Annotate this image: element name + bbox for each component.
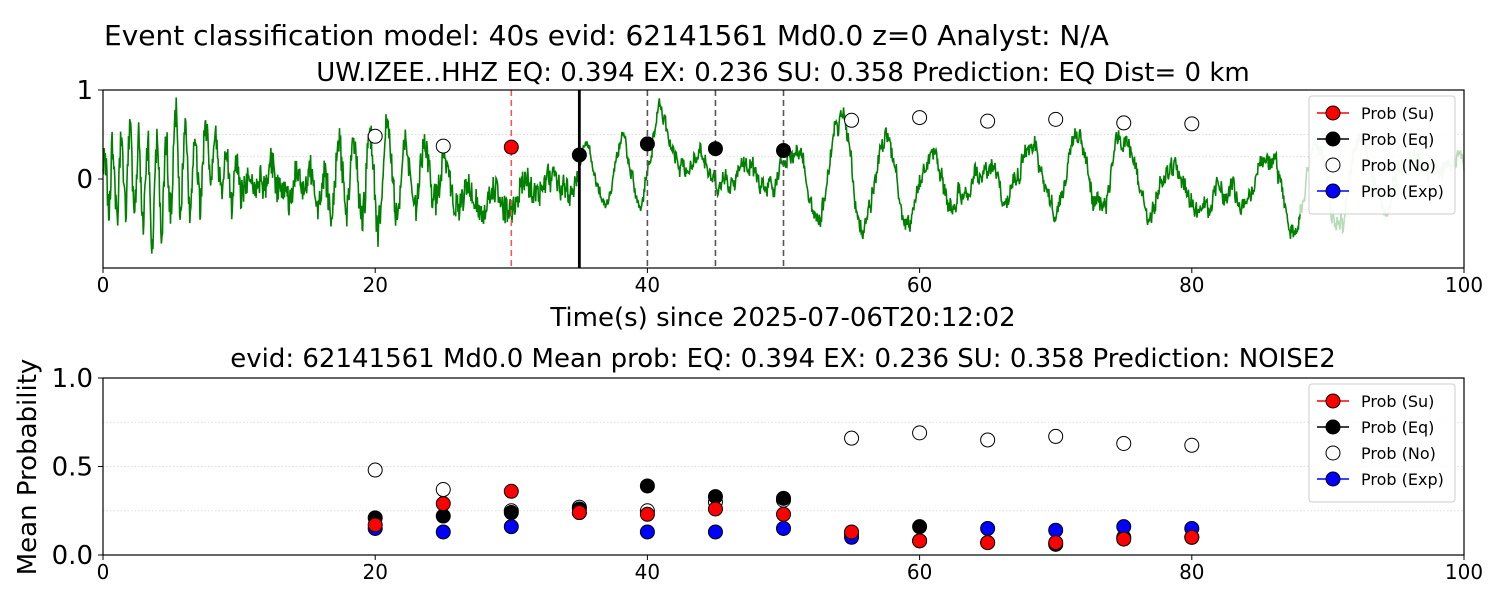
probability-point-exp — [776, 520, 791, 536]
probability-point-eq — [912, 519, 928, 535]
waveform-x-tick-label: 40 — [635, 273, 660, 297]
waveform-x-tick-label: 100 — [1445, 273, 1483, 297]
waveform-legend-marker-no — [1325, 157, 1341, 173]
probability-panel-title: evid: 62141561 Md0.0 Mean prob: EQ: 0.39… — [230, 344, 1336, 374]
waveform-y-ticks: 10 — [76, 76, 103, 195]
waveform-legend-label-no: Prob (No) — [1361, 156, 1436, 175]
probability-point-exp — [707, 524, 723, 540]
waveform-x-tick-label: 60 — [907, 273, 932, 297]
figure-suptitle: Event classification model: 40s evid: 62… — [104, 19, 1109, 52]
probability-point-exp — [980, 520, 996, 536]
probability-y-axis-label: Mean Probability — [13, 359, 43, 576]
probability-legend-marker-exp — [1325, 471, 1341, 487]
waveform-legend-label-exp: Prob (Exp) — [1361, 182, 1444, 201]
probability-point-exp — [435, 524, 451, 540]
waveform-y-tick-label: 1 — [76, 76, 93, 106]
probability-point-su — [639, 506, 655, 522]
waveform-point-no — [367, 128, 383, 144]
probability-point-eq — [639, 478, 655, 494]
probability-point-su — [844, 524, 860, 540]
probability-point-su — [1116, 531, 1132, 547]
probability-x-tick-label: 20 — [362, 560, 387, 584]
waveform-point-eq — [571, 147, 587, 163]
probability-legend-label-eq: Prob (Eq) — [1361, 418, 1434, 437]
probability-x-tick-label: 0 — [97, 560, 110, 584]
probability-x-tick-label: 80 — [1179, 560, 1204, 584]
waveform-legend-label-eq: Prob (Eq) — [1361, 130, 1434, 149]
probability-point-eq — [503, 505, 519, 521]
probability-legend-marker-eq — [1325, 419, 1341, 435]
probability-point-no — [367, 462, 383, 478]
probability-panel: evid: 62141561 Md0.0 Mean prob: EQ: 0.39… — [13, 344, 1483, 584]
probability-point-su — [571, 505, 587, 521]
waveform-point-eq — [639, 136, 655, 152]
probability-y-ticks: 1.0 0.5 0.0 — [52, 364, 103, 571]
waveform-legend: Prob (Su) Prob (Eq) Prob (No) Prob (Exp) — [1308, 95, 1456, 215]
waveform-point-no — [1048, 111, 1064, 127]
window-marker-lines — [510, 90, 785, 268]
waveform-point-no — [844, 112, 860, 128]
probability-legend-marker-no — [1325, 445, 1341, 461]
waveform-legend-label-su: Prob (Su) — [1361, 104, 1434, 123]
waveform-point-no — [1184, 116, 1200, 132]
probability-legend-label-exp: Prob (Exp) — [1361, 470, 1444, 489]
waveform-x-tick-label: 0 — [97, 273, 110, 297]
probability-legend-box — [1308, 383, 1456, 503]
probability-point-no — [844, 430, 860, 446]
waveform-legend-marker-su — [1325, 105, 1341, 121]
probability-x-ticks: 0 20 40 60 80 100 — [97, 555, 1483, 584]
probability-points — [367, 425, 1200, 552]
waveform-y-tick-label: 0 — [76, 165, 93, 195]
waveform-x-tick-label: 20 — [362, 273, 387, 297]
probability-point-exp — [503, 519, 519, 535]
probability-y-tick-label: 1.0 — [52, 364, 93, 394]
waveform-plot-area — [103, 90, 1464, 268]
probability-legend-label-su: Prob (Su) — [1361, 392, 1434, 411]
probability-point-su — [776, 506, 791, 522]
waveform-x-axis-label: Time(s) since 2025-07-06T20:12:02 — [549, 303, 1015, 333]
probability-y-tick-label: 0.5 — [52, 453, 93, 483]
probability-point-su — [503, 483, 519, 499]
probability-y-tick-label: 0.0 — [52, 541, 93, 571]
probability-point-su — [1184, 529, 1200, 545]
probability-point-su — [367, 517, 383, 533]
probability-point-no — [980, 432, 996, 448]
waveform-point-eq — [707, 141, 723, 157]
probability-point-su — [1048, 535, 1064, 551]
probability-point-no — [435, 482, 451, 498]
waveform-panel-title: UW.IZEE..HHZ EQ: 0.394 EX: 0.236 SU: 0.3… — [316, 58, 1249, 88]
waveform-point-no — [1116, 115, 1132, 131]
probability-legend-label-no: Prob (No) — [1361, 444, 1436, 463]
waveform-legend-box — [1308, 95, 1456, 215]
waveform-point-no — [435, 138, 451, 154]
probability-x-tick-label: 60 — [907, 560, 932, 584]
waveform-x-ticks: 0 20 40 60 80 100 — [97, 268, 1483, 297]
probability-point-no — [912, 425, 928, 441]
waveform-point-no — [980, 113, 996, 129]
probability-legend: Prob (Su) Prob (Eq) Prob (No) Prob (Exp) — [1308, 383, 1456, 503]
waveform-legend-marker-eq — [1325, 131, 1341, 147]
probability-point-no — [1116, 435, 1132, 451]
probability-point-no — [1184, 437, 1200, 453]
probability-point-exp — [639, 524, 655, 540]
waveform-x-tick-label: 80 — [1179, 273, 1204, 297]
waveform-point-no — [912, 110, 928, 126]
waveform-probability-points — [367, 110, 1200, 163]
waveform-trace — [102, 97, 1302, 254]
waveform-panel: UW.IZEE..HHZ EQ: 0.394 EX: 0.236 SU: 0.3… — [76, 58, 1483, 333]
probability-point-su — [912, 533, 928, 549]
waveform-point-su — [503, 139, 519, 155]
waveform-point-eq — [776, 143, 791, 159]
probability-x-tick-label: 100 — [1445, 560, 1483, 584]
probability-point-su — [435, 496, 451, 512]
probability-point-su — [980, 535, 996, 551]
probability-x-tick-label: 40 — [635, 560, 660, 584]
probability-legend-marker-su — [1325, 393, 1341, 409]
probability-point-no — [1048, 428, 1064, 444]
probability-point-su — [707, 501, 723, 517]
waveform-legend-marker-exp — [1325, 183, 1341, 199]
probability-point-eq — [776, 490, 791, 506]
